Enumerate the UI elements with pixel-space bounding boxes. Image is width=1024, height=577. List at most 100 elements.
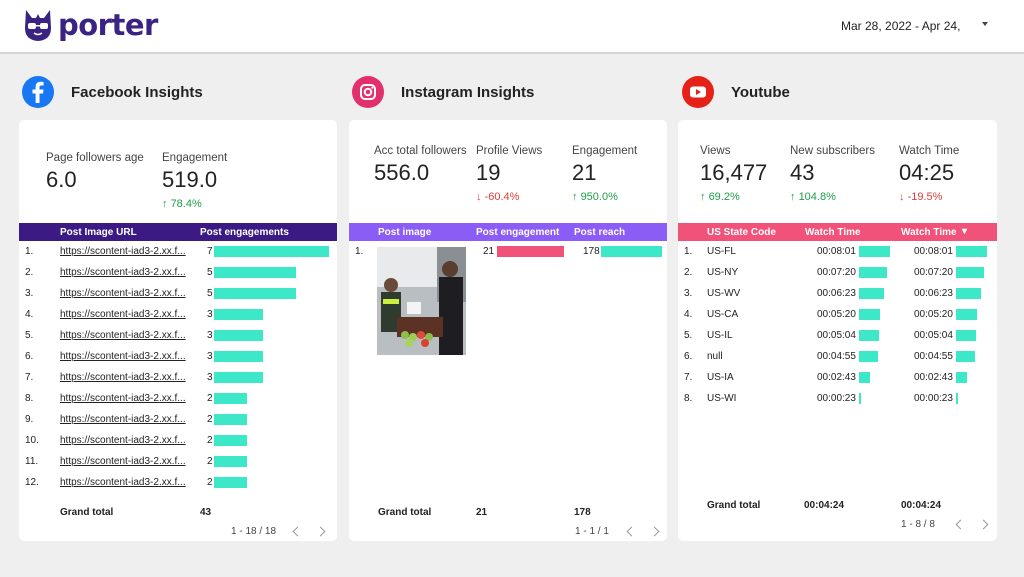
- table-row[interactable]: 1. https://scontent-iad3-2.xx.f... 7: [19, 241, 337, 262]
- watch-time-value: 00:08:01: [817, 246, 856, 257]
- post-image-url-link[interactable]: https://scontent-iad3-2.xx.f...: [60, 393, 186, 404]
- post-image-url-link[interactable]: https://scontent-iad3-2.xx.f...: [60, 309, 186, 320]
- table-row[interactable]: 6. https://scontent-iad3-2.xx.f... 3: [19, 346, 337, 367]
- metric-value: 19: [476, 160, 501, 185]
- watch-time-bar-2: [956, 246, 987, 257]
- watch-time-bar: [859, 309, 880, 320]
- instagram-icon: [352, 76, 384, 108]
- us-state-code: US-IL: [707, 330, 733, 341]
- facebook-title: Facebook Insights: [71, 83, 203, 101]
- post-image-url-link[interactable]: https://scontent-iad3-2.xx.f...: [60, 330, 186, 341]
- column-header-post-reach[interactable]: Post reach: [574, 227, 626, 238]
- column-header-post-image[interactable]: Post image: [378, 227, 432, 238]
- date-range-selector[interactable]: Mar 28, 2022 - Apr 24,: [841, 19, 961, 33]
- next-page-icon[interactable]: [649, 526, 660, 537]
- metric-value: 04:25: [899, 160, 955, 185]
- metric-change: ↑ 104.8%: [790, 191, 836, 203]
- post-engagements-bar: [214, 477, 247, 488]
- post-image-url-link[interactable]: https://scontent-iad3-2.xx.f...: [60, 372, 186, 383]
- table-row[interactable]: 3. US-WV 00:06:23 00:06:23: [678, 283, 997, 304]
- pagination-label: 1 - 1 / 1: [575, 526, 609, 537]
- post-engagements-value: 2: [207, 393, 213, 404]
- column-header-watch-time-sorted[interactable]: Watch Time: [901, 227, 957, 238]
- prev-page-icon[interactable]: [626, 526, 637, 537]
- watch-time-value: 00:04:55: [817, 351, 856, 362]
- metric-page-followers-age: Page followers age 6.0: [46, 152, 144, 193]
- date-range-dropdown-icon[interactable]: [982, 22, 988, 26]
- metric-value: 16,477: [700, 160, 768, 185]
- post-engagements-bar: [214, 246, 329, 257]
- prev-page-icon[interactable]: [955, 519, 966, 530]
- instagram-title: Instagram Insights: [401, 83, 535, 101]
- watch-time-value: 00:05:20: [817, 309, 856, 320]
- grand-total-value: 43: [200, 507, 212, 518]
- us-state-code: US-WV: [707, 288, 741, 299]
- watch-time-value: 00:00:23: [817, 393, 856, 404]
- table-row[interactable]: 7. US-IA 00:02:43 00:02:43: [678, 367, 997, 388]
- post-reach-value: 178: [583, 246, 600, 257]
- post-image-url-link[interactable]: https://scontent-iad3-2.xx.f...: [60, 288, 186, 299]
- metric-change: ↑ 69.2%: [700, 191, 740, 203]
- watch-time-bar-2: [956, 393, 958, 404]
- metric-change: ↑ 950.0%: [572, 191, 618, 203]
- sort-descending-icon[interactable]: ▾: [962, 226, 968, 237]
- table-row[interactable]: 6. null 00:04:55 00:04:55: [678, 346, 997, 367]
- post-image-url-link[interactable]: https://scontent-iad3-2.xx.f...: [60, 351, 186, 362]
- table-row[interactable]: 2. US-NY 00:07:20 00:07:20: [678, 262, 997, 283]
- watch-time-bar: [859, 267, 888, 278]
- post-engagements-value: 3: [207, 330, 213, 341]
- metric-watch-time: Watch Time 04:25 ↓ -19.5%: [899, 145, 959, 203]
- table-row[interactable]: 10. https://scontent-iad3-2.xx.f... 2: [19, 430, 337, 451]
- table-row[interactable]: 9. https://scontent-iad3-2.xx.f... 2: [19, 409, 337, 430]
- metric-engagement: Engagement 21 ↑ 950.0%: [572, 145, 637, 203]
- post-engagements-value: 2: [207, 477, 213, 488]
- metric-value: 43: [790, 160, 815, 185]
- table-row[interactable]: 4. https://scontent-iad3-2.xx.f... 3: [19, 304, 337, 325]
- post-image-url-link[interactable]: https://scontent-iad3-2.xx.f...: [60, 477, 186, 488]
- row-number: 11.: [25, 456, 39, 467]
- post-image-url-link[interactable]: https://scontent-iad3-2.xx.f...: [60, 414, 186, 425]
- youtube-table-header: US State Code Watch Time Watch Time ▾: [678, 223, 997, 241]
- metric-label: Profile Views: [476, 145, 543, 157]
- table-row[interactable]: 12. https://scontent-iad3-2.xx.f... 2: [19, 472, 337, 493]
- table-row[interactable]: 4. US-CA 00:05:20 00:05:20: [678, 304, 997, 325]
- watch-time-value: 00:07:20: [817, 267, 856, 278]
- next-page-icon[interactable]: [978, 519, 989, 530]
- facebook-card: Page followers age 6.0 Engagement 519.0 …: [19, 120, 337, 541]
- table-row[interactable]: 5. https://scontent-iad3-2.xx.f... 3: [19, 325, 337, 346]
- watch-time-value-2: 00:05:04: [914, 330, 953, 341]
- grand-total-engagement: 21: [476, 507, 488, 518]
- metric-engagement: Engagement 519.0 ↑ 78.4%: [162, 152, 227, 210]
- column-header-post-image-url[interactable]: Post Image URL: [60, 227, 137, 238]
- post-image-url-link[interactable]: https://scontent-iad3-2.xx.f...: [60, 267, 186, 278]
- table-row[interactable]: 2. https://scontent-iad3-2.xx.f... 5: [19, 262, 337, 283]
- watch-time-value: 00:02:43: [817, 372, 856, 383]
- post-image-url-link[interactable]: https://scontent-iad3-2.xx.f...: [60, 456, 186, 467]
- prev-page-icon[interactable]: [292, 526, 303, 537]
- column-header-watch-time[interactable]: Watch Time: [805, 227, 861, 238]
- table-row[interactable]: 1. US-FL 00:08:01 00:08:01: [678, 241, 997, 262]
- column-header-post-engagement[interactable]: Post engagement: [476, 227, 560, 238]
- porter-logo[interactable]: porter: [20, 6, 158, 44]
- column-header-us-state-code[interactable]: US State Code: [707, 227, 776, 238]
- next-page-icon[interactable]: [315, 526, 326, 537]
- grand-total-label: Grand total: [378, 507, 432, 518]
- column-header-post-engagements[interactable]: Post engagements: [200, 227, 289, 238]
- table-row[interactable]: 3. https://scontent-iad3-2.xx.f... 5: [19, 283, 337, 304]
- metric-profile-views: Profile Views 19 ↓ -60.4%: [476, 145, 542, 203]
- table-row[interactable]: 1. 21 178: [349, 241, 667, 355]
- post-image-url-link[interactable]: https://scontent-iad3-2.xx.f...: [60, 246, 186, 257]
- metric-change-value: 78.4%: [170, 198, 202, 210]
- table-row[interactable]: 11. https://scontent-iad3-2.xx.f... 2: [19, 451, 337, 472]
- watch-time-value-2: 00:02:43: [914, 372, 953, 383]
- post-image-thumbnail[interactable]: [377, 247, 466, 355]
- us-state-code: US-NY: [707, 267, 739, 278]
- table-row[interactable]: 5. US-IL 00:05:04 00:05:04: [678, 325, 997, 346]
- table-row[interactable]: 8. https://scontent-iad3-2.xx.f... 2: [19, 388, 337, 409]
- metric-change-value: 950.0%: [580, 191, 618, 203]
- post-engagements-value: 3: [207, 372, 213, 383]
- table-row[interactable]: 8. US-WI 00:00:23 00:00:23: [678, 388, 997, 409]
- us-state-code: US-WI: [707, 393, 737, 404]
- table-row[interactable]: 7. https://scontent-iad3-2.xx.f... 3: [19, 367, 337, 388]
- post-image-url-link[interactable]: https://scontent-iad3-2.xx.f...: [60, 435, 186, 446]
